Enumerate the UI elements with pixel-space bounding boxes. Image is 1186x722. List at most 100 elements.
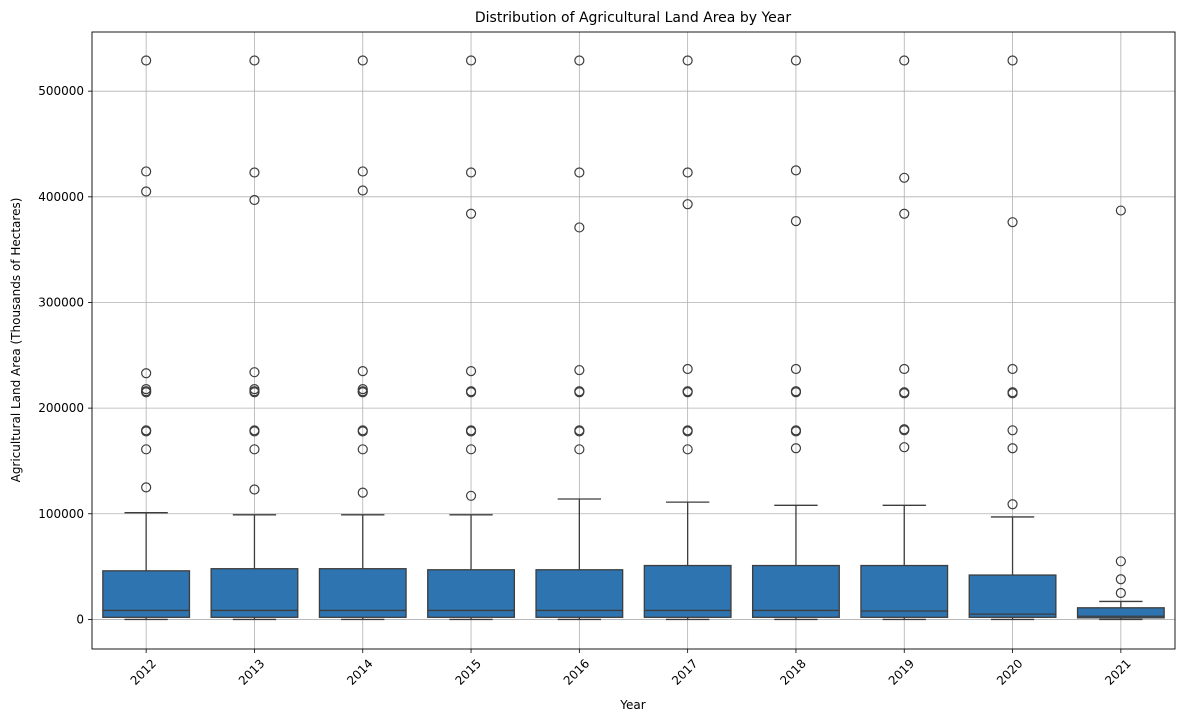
outlier-point — [1115, 574, 1126, 585]
outlier-point — [790, 165, 802, 176]
x-tick-label: 2018 — [777, 656, 808, 687]
outlier-point — [899, 55, 910, 66]
y-axis-label: Agricultural Land Area (Thousands of Hec… — [9, 198, 23, 483]
outlier-point — [1115, 205, 1126, 216]
x-axis: 2012 2013 2014 2015 2016 2017 2018 2019 2020 2021 — [128, 649, 1134, 688]
boxes-layer — [102, 55, 1165, 621]
outlier-point — [899, 363, 910, 375]
outlier-point — [682, 55, 693, 66]
outlier-point — [682, 199, 693, 210]
iqr-box — [210, 568, 299, 618]
box-group-2012 — [102, 55, 191, 621]
y-tick-label: 400000 — [38, 190, 84, 204]
outlier-point — [1007, 55, 1018, 66]
iqr-box — [427, 569, 516, 618]
outlier-point — [465, 386, 477, 397]
outlier-point — [682, 363, 693, 375]
outlier-point — [249, 367, 260, 378]
outlier-point — [682, 386, 693, 397]
chart-title: Distribution of Agricultural Land Area b… — [475, 10, 791, 26]
iqr-box — [318, 568, 407, 618]
outlier-point — [1007, 425, 1018, 436]
x-tick-label: 2012 — [128, 656, 159, 687]
outlier-point — [141, 425, 152, 436]
outlier-point — [1007, 499, 1018, 510]
outlier-point — [790, 425, 802, 436]
outlier-point — [465, 55, 477, 66]
outlier-point — [1007, 217, 1018, 228]
iqr-box — [860, 564, 949, 618]
outlier-point — [790, 443, 802, 454]
box-group-2019 — [860, 55, 949, 621]
outlier-point — [141, 482, 152, 493]
outlier-point — [1115, 556, 1126, 567]
y-tick-label: 100000 — [38, 507, 84, 521]
box-group-2013 — [210, 55, 299, 621]
outlier-point — [1007, 387, 1018, 398]
outlier-point — [574, 364, 585, 376]
outlier-point — [790, 386, 802, 397]
iqr-box — [968, 574, 1057, 618]
outlier-point — [682, 444, 693, 455]
y-tick-label: 0 — [76, 612, 84, 626]
iqr-box — [643, 564, 732, 618]
outlier-point — [249, 484, 260, 495]
x-tick-label: 2021 — [1102, 656, 1133, 687]
x-tick-label: 2015 — [452, 656, 483, 687]
x-axis-label: Year — [619, 698, 645, 712]
outlier-point — [899, 387, 910, 398]
outlier-point — [574, 222, 585, 233]
outlier-point — [465, 425, 477, 436]
outlier-point — [357, 425, 368, 436]
outlier-point — [357, 55, 368, 66]
outlier-point — [790, 363, 802, 375]
outlier-point — [899, 424, 910, 435]
x-tick-label: 2019 — [886, 656, 917, 687]
outlier-point — [357, 166, 368, 177]
box-group-2017 — [643, 55, 732, 621]
outlier-point — [1115, 587, 1126, 599]
box-group-2014 — [318, 55, 407, 621]
outlier-point — [465, 444, 477, 455]
outlier-point — [249, 444, 260, 455]
x-tick-label: 2020 — [994, 656, 1025, 687]
iqr-box — [1076, 607, 1165, 619]
outlier-point — [465, 208, 477, 219]
outlier-point — [249, 383, 260, 395]
y-axis: 0 100000 200000 300000 400000 500000 — [38, 84, 92, 626]
outlier-point — [574, 167, 585, 178]
box-group-2021 — [1076, 205, 1165, 621]
outlier-point — [249, 425, 260, 436]
y-tick-label: 300000 — [38, 295, 84, 309]
outlier-point — [141, 383, 152, 395]
outlier-point — [141, 368, 152, 379]
outlier-point — [357, 366, 368, 377]
outlier-point — [682, 167, 693, 178]
outlier-point — [357, 185, 368, 196]
outlier-point — [1007, 363, 1018, 375]
outlier-point — [465, 366, 477, 377]
outlier-point — [249, 167, 260, 178]
y-tick-label: 500000 — [38, 84, 84, 98]
outlier-point — [790, 216, 802, 227]
iqr-box — [751, 564, 840, 618]
x-tick-label: 2013 — [236, 656, 267, 687]
x-tick-label: 2017 — [669, 656, 700, 687]
outlier-point — [141, 186, 152, 197]
outlier-point — [249, 55, 260, 66]
box-group-2020 — [968, 55, 1057, 621]
outlier-point — [249, 194, 260, 206]
outlier-point — [790, 55, 802, 66]
outlier-point — [465, 167, 477, 178]
outlier-point — [574, 425, 585, 436]
outlier-point — [465, 490, 477, 501]
box-group-2018 — [751, 55, 840, 621]
plot-frame — [91, 31, 1176, 650]
x-tick-label: 2014 — [344, 656, 375, 687]
outlier-point — [574, 386, 585, 397]
box-group-2015 — [427, 55, 516, 621]
outlier-point — [899, 172, 910, 183]
iqr-box — [535, 569, 624, 618]
box-group-2016 — [535, 55, 624, 621]
